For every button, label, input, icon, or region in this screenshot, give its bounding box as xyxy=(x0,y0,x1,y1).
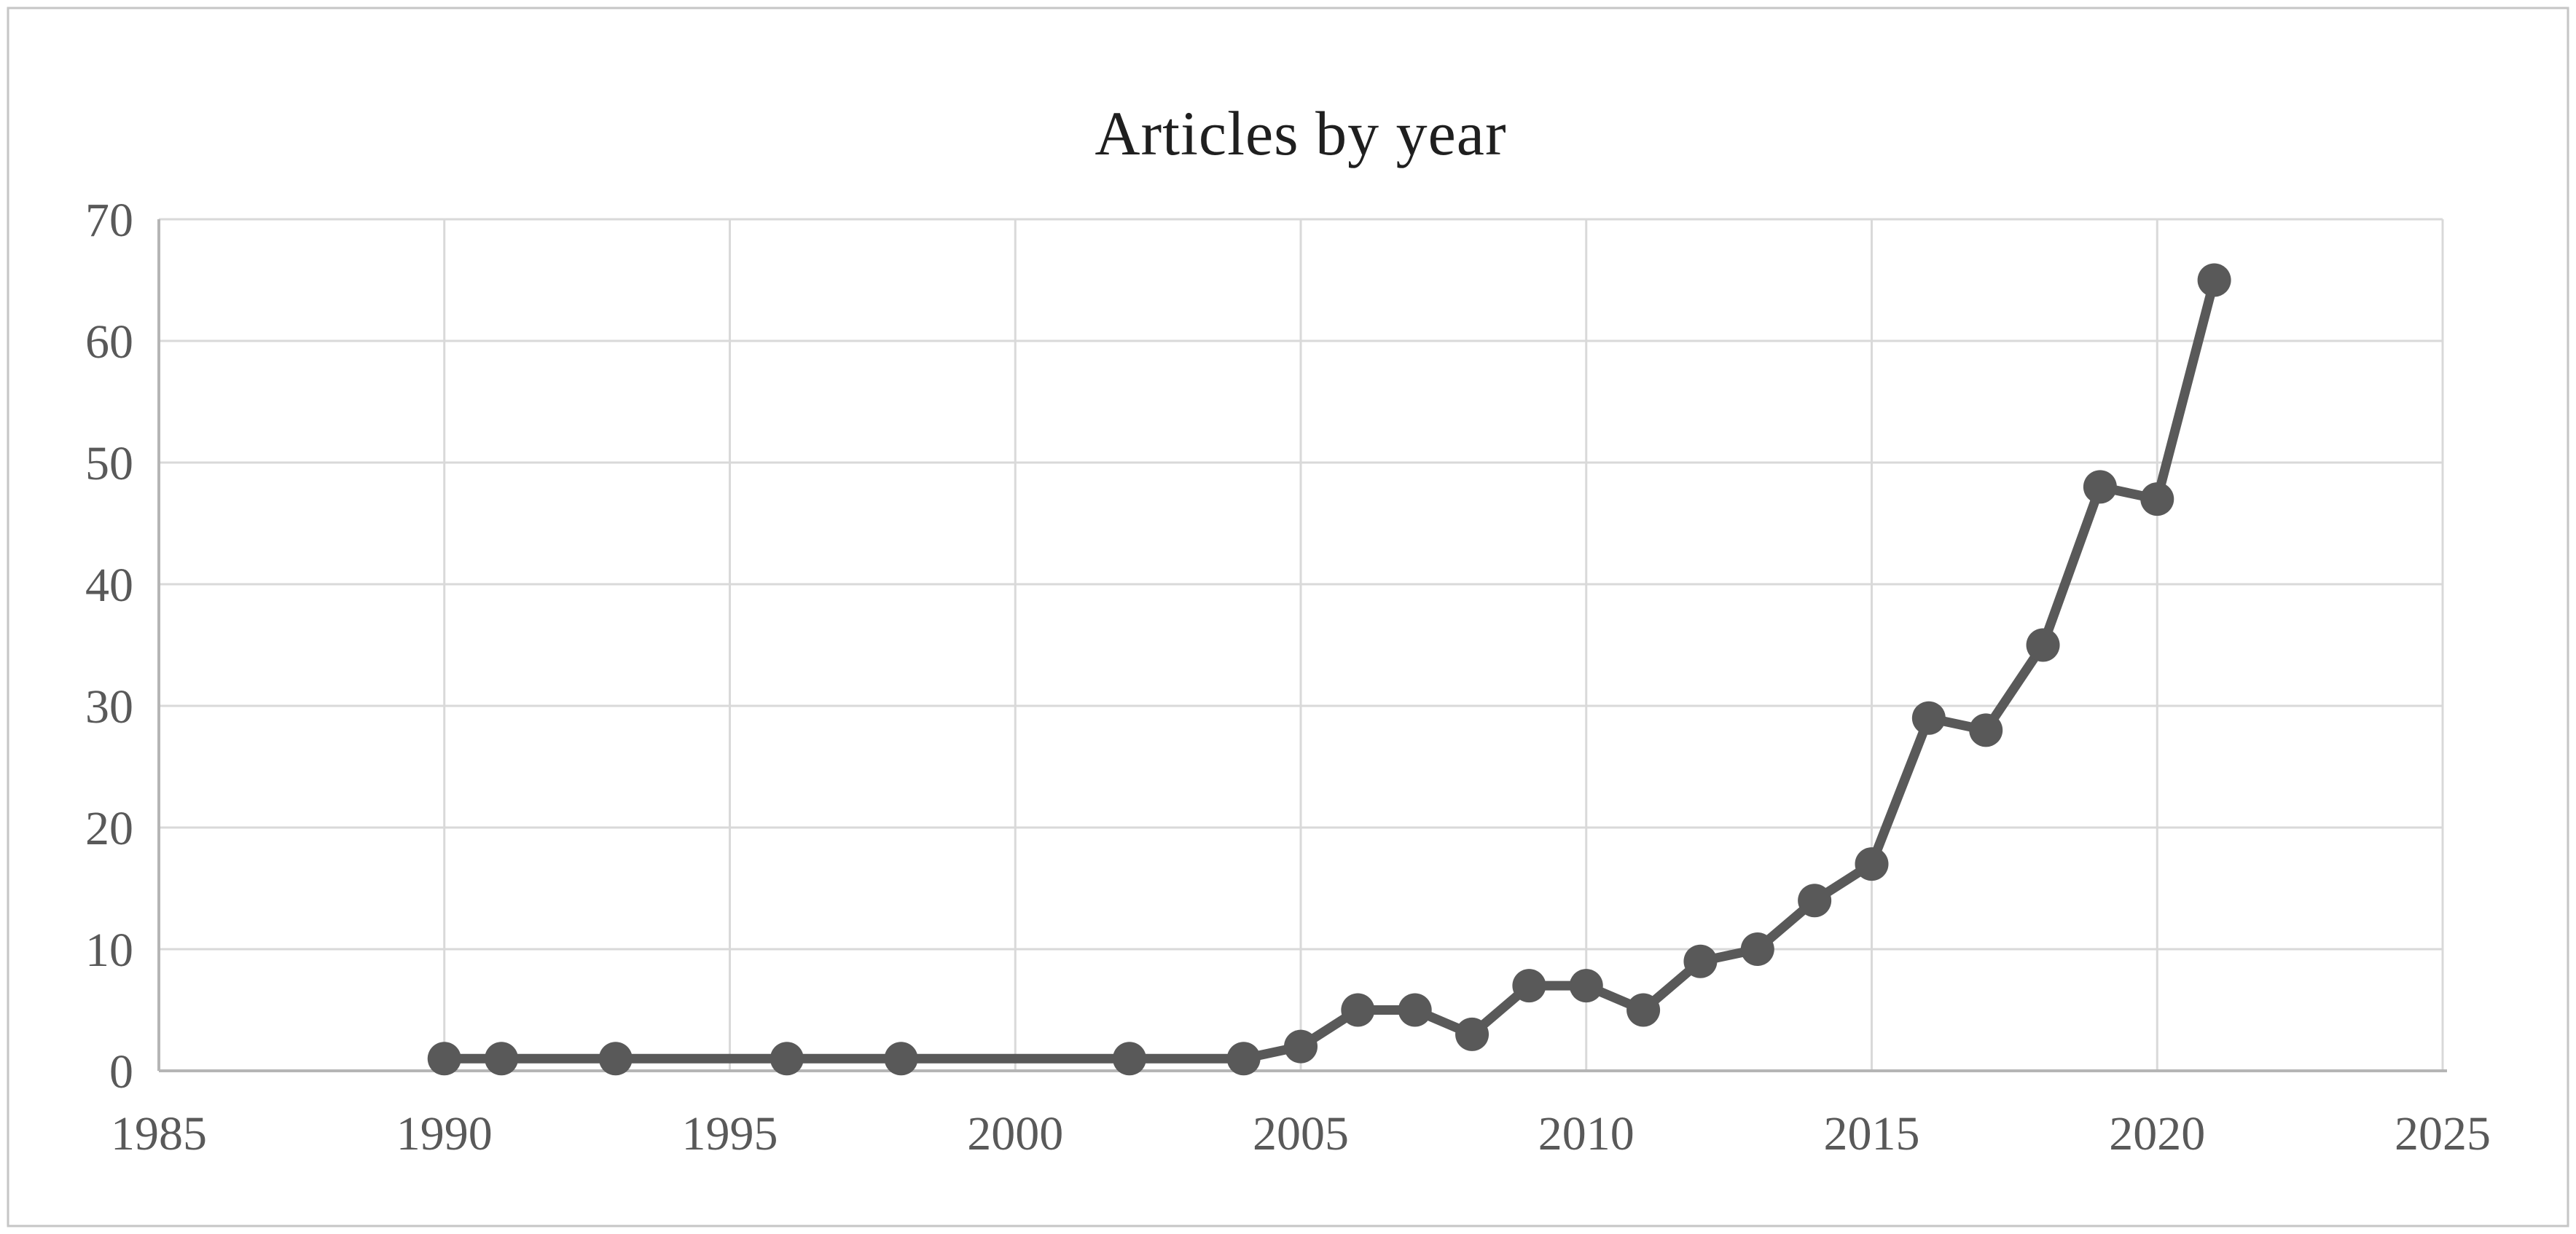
data-series xyxy=(427,263,2231,1076)
y-tick-label: 10 xyxy=(85,924,133,977)
y-tick-label: 0 xyxy=(109,1045,133,1099)
data-point-marker xyxy=(1226,1042,1261,1076)
data-point-marker xyxy=(2083,470,2117,504)
gridlines xyxy=(159,218,2444,1071)
x-tick-label: 1995 xyxy=(682,1107,778,1160)
data-point-marker xyxy=(427,1042,461,1076)
y-tick-label: 60 xyxy=(85,315,133,369)
data-point-marker xyxy=(1512,969,1546,1003)
data-point-marker xyxy=(1569,969,1603,1003)
axis-lines xyxy=(157,219,2447,1072)
data-point-marker xyxy=(1455,1017,1489,1051)
x-tick-label: 2025 xyxy=(2395,1107,2491,1160)
x-tick-label: 2020 xyxy=(2109,1107,2205,1160)
data-point-marker xyxy=(2140,482,2174,516)
data-point-marker xyxy=(598,1042,633,1076)
chart-border xyxy=(7,7,2569,1227)
data-point-marker xyxy=(1911,701,1946,735)
data-point-marker xyxy=(1626,993,1661,1027)
data-point-marker xyxy=(2026,628,2060,662)
x-tick-label: 1985 xyxy=(111,1107,207,1160)
x-tick-label: 2015 xyxy=(1824,1107,1920,1160)
data-point-marker xyxy=(1969,713,2003,747)
data-point-marker xyxy=(1398,993,1432,1027)
x-tick-label: 2000 xyxy=(967,1107,1063,1160)
y-tick-label: 70 xyxy=(85,194,133,247)
x-tick-label: 2005 xyxy=(1253,1107,1349,1160)
y-tick-label: 20 xyxy=(85,802,133,855)
data-point-marker xyxy=(1855,847,1889,881)
y-tick-label: 30 xyxy=(85,680,133,734)
data-point-marker xyxy=(770,1042,804,1076)
data-point-marker xyxy=(2197,263,2231,297)
x-tick-label: 2010 xyxy=(1538,1107,1635,1160)
data-point-marker xyxy=(1112,1042,1146,1076)
data-point-marker xyxy=(485,1042,519,1076)
chart-title: Articles by year xyxy=(1095,98,1506,168)
x-tick-label: 1990 xyxy=(396,1107,493,1160)
y-tick-label: 50 xyxy=(85,437,133,490)
data-point-marker xyxy=(884,1042,918,1076)
data-point-marker xyxy=(1683,944,1718,978)
tick-labels: 0 10 20 30 40 50 60 70 1985 1990 1995 2000 2005 2010 2… xyxy=(85,194,2491,1160)
y-tick-label: 40 xyxy=(85,559,133,612)
data-point-marker xyxy=(1284,1029,1318,1064)
data-point-marker xyxy=(1798,884,1832,918)
data-point-marker xyxy=(1740,932,1774,966)
data-point-marker xyxy=(1341,993,1375,1027)
series-line xyxy=(439,275,2220,1064)
